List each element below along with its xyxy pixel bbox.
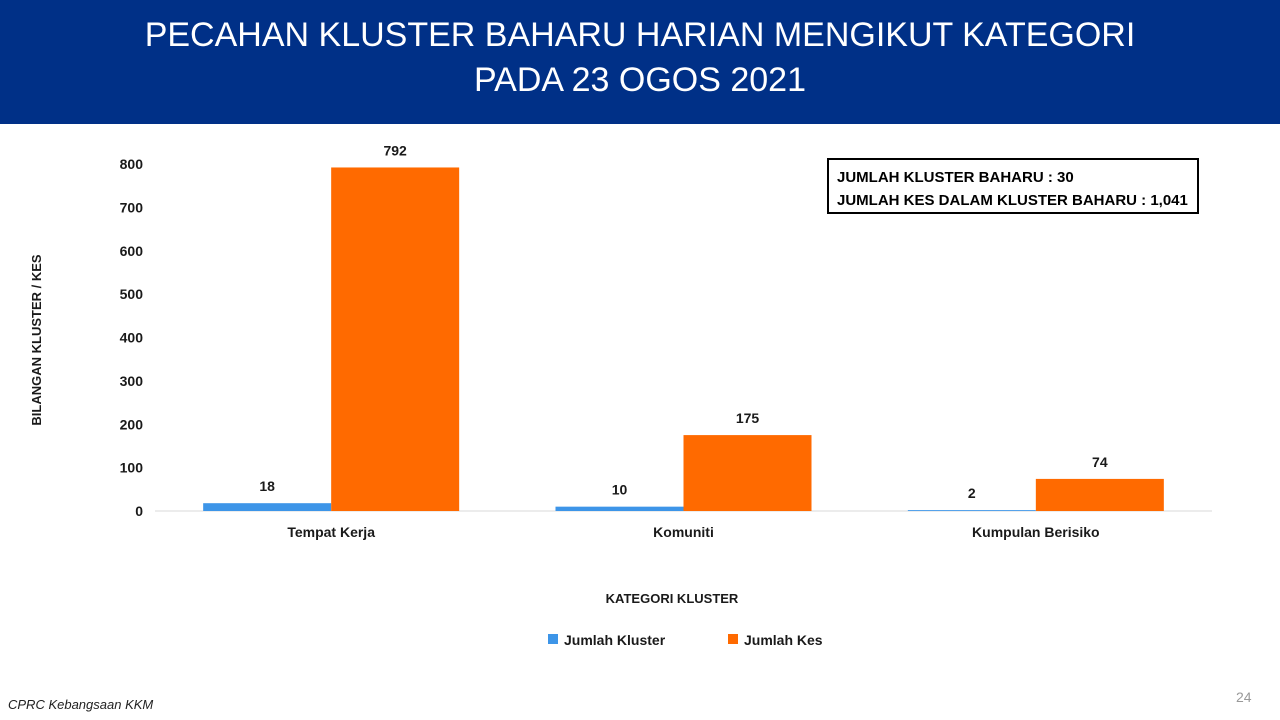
data-label-jumlah-kluster-kumpulan-berisiko: 2 <box>968 485 976 501</box>
y-tick-label-400: 400 <box>120 330 144 346</box>
legend-swatch-jumlah-kes <box>728 634 738 644</box>
page-title-line-2: PADA 23 OGOS 2021 <box>474 61 806 99</box>
y-tick-label-300: 300 <box>120 373 144 389</box>
summary-box: JUMLAH KLUSTER BAHARU : 30 JUMLAH KES DA… <box>827 158 1199 214</box>
data-label-jumlah-kes-kumpulan-berisiko: 74 <box>1092 454 1108 470</box>
footer-source: CPRC Kebangsaan KKM <box>8 697 154 712</box>
category-label-tempat-kerja: Tempat Kerja <box>287 524 375 540</box>
x-axis-title: KATEGORI KLUSTER <box>606 591 739 606</box>
legend-label-jumlah-kluster: Jumlah Kluster <box>564 632 666 648</box>
y-tick-label-500: 500 <box>120 286 144 302</box>
bar-jumlah-kes-kumpulan-berisiko <box>1035 478 1164 511</box>
y-tick-label-700: 700 <box>120 199 144 215</box>
header-banner: PECAHAN KLUSTER BAHARU HARIAN MENGIKUT K… <box>0 0 1280 124</box>
y-tick-label-800: 800 <box>120 156 144 172</box>
y-axis-title: BILANGAN KLUSTER / KES <box>29 254 44 426</box>
y-tick-label-100: 100 <box>120 460 144 476</box>
category-label-kumpulan-berisiko: Kumpulan Berisiko <box>972 524 1100 540</box>
legend-label-jumlah-kes: Jumlah Kes <box>744 632 823 648</box>
bar-jumlah-kes-tempat-kerja <box>331 167 460 511</box>
y-tick-label-600: 600 <box>120 243 144 259</box>
bar-jumlah-kluster-komuniti <box>555 506 684 511</box>
bar-jumlah-kluster-tempat-kerja <box>203 503 332 511</box>
bar-jumlah-kes-komuniti <box>683 435 812 511</box>
category-label-komuniti: Komuniti <box>653 524 714 540</box>
summary-total-clusters: JUMLAH KLUSTER BAHARU : 30 <box>837 169 1074 186</box>
data-label-jumlah-kes-tempat-kerja: 792 <box>383 142 407 158</box>
data-label-jumlah-kes-komuniti: 175 <box>736 410 760 426</box>
y-tick-label-200: 200 <box>120 416 144 432</box>
summary-total-cases: JUMLAH KES DALAM KLUSTER BAHARU : 1,041 <box>837 192 1188 209</box>
data-label-jumlah-kluster-komuniti: 10 <box>612 482 628 498</box>
bar-jumlah-kluster-kumpulan-berisiko <box>907 510 1036 511</box>
page-title-line-1: PECAHAN KLUSTER BAHARU HARIAN MENGIKUT K… <box>144 16 1136 54</box>
legend: Jumlah Kluster Jumlah Kes <box>548 632 823 648</box>
legend-swatch-jumlah-kluster <box>548 634 558 644</box>
data-label-jumlah-kluster-tempat-kerja: 18 <box>259 478 275 494</box>
y-tick-label-0: 0 <box>135 503 143 519</box>
page-number: 24 <box>1236 689 1252 705</box>
